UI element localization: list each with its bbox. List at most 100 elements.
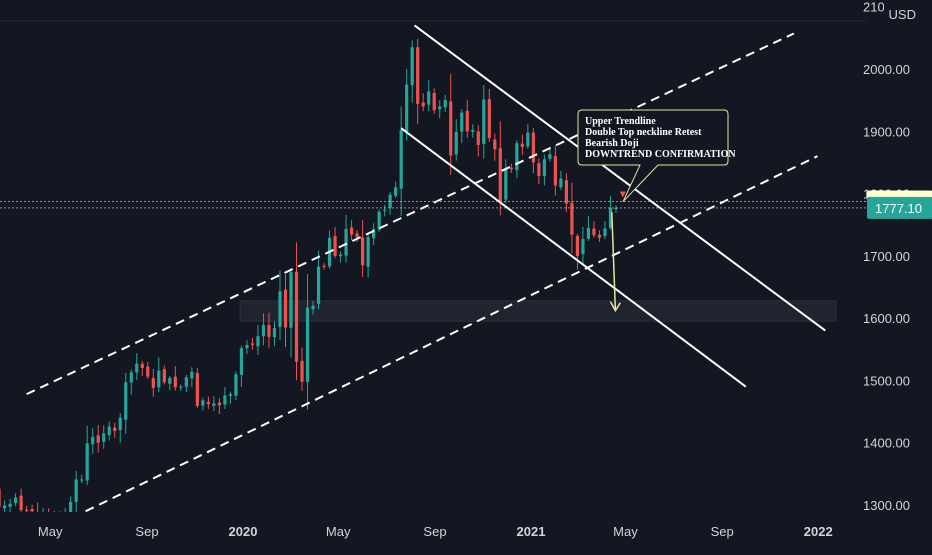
candle — [493, 133, 497, 161]
candle-body — [498, 148, 502, 202]
candle — [0, 488, 1, 507]
candle-body — [410, 47, 414, 86]
candle — [394, 181, 398, 199]
y-tick-label: 2000.00 — [863, 62, 910, 77]
candle — [438, 100, 442, 119]
candle-body — [30, 508, 34, 512]
candle-body — [333, 236, 337, 256]
candle-body — [377, 211, 381, 230]
candle — [19, 488, 23, 515]
trendlines-layer — [0, 24, 866, 513]
candle-body — [614, 207, 618, 210]
candle — [102, 425, 106, 449]
x-tick-label: May — [38, 524, 63, 539]
candle-body — [349, 227, 354, 235]
candle — [361, 220, 365, 277]
downtrend-line — [413, 24, 826, 332]
candle-body — [135, 363, 139, 373]
candle — [542, 154, 546, 186]
candle — [410, 40, 414, 103]
candle-body — [85, 443, 89, 481]
candle — [526, 124, 530, 149]
candle — [25, 505, 29, 513]
candle — [261, 313, 266, 346]
candle — [267, 312, 271, 349]
candle-body — [608, 207, 613, 228]
candle-body — [25, 509, 29, 512]
candle — [168, 375, 172, 391]
candle-body — [504, 169, 508, 200]
price-badge-label: 1777.10 — [875, 201, 922, 216]
candle-body — [438, 106, 442, 110]
candle-body — [559, 178, 563, 188]
candle-body — [184, 377, 188, 387]
candle-body — [548, 154, 552, 159]
candle — [603, 221, 607, 240]
candle-body — [223, 395, 227, 405]
price-badge — [867, 196, 932, 219]
candle — [305, 273, 310, 410]
candle — [300, 347, 304, 391]
candle — [85, 425, 89, 486]
candle-body — [443, 100, 447, 108]
candle — [91, 428, 95, 454]
candle-body — [300, 360, 304, 382]
candle — [344, 214, 348, 263]
candle-body — [195, 373, 199, 406]
candle-body — [427, 91, 431, 105]
candle-body — [454, 131, 458, 155]
candle — [140, 360, 144, 377]
candle-body — [250, 343, 255, 345]
candle — [388, 191, 392, 215]
candle-body — [520, 143, 524, 147]
candle-body — [465, 110, 469, 132]
candle — [245, 340, 249, 355]
candle — [195, 368, 199, 408]
candle-body — [603, 228, 607, 237]
x-tick-label: 2020 — [229, 524, 258, 539]
candle-body — [493, 139, 497, 150]
candle — [256, 325, 260, 356]
candle — [548, 148, 552, 162]
candle-body — [2, 505, 7, 509]
candle — [608, 196, 613, 230]
candle — [107, 421, 111, 441]
candle-body — [482, 99, 486, 145]
candle-body — [388, 194, 392, 209]
candle-body — [383, 209, 387, 211]
candle — [553, 145, 557, 196]
candle-body — [581, 239, 585, 255]
candle-body — [399, 130, 403, 189]
candle — [432, 88, 436, 114]
candle-body — [372, 229, 376, 239]
candle — [460, 108, 464, 144]
candle — [212, 396, 216, 412]
candle-body — [190, 371, 194, 379]
candle-body — [157, 370, 161, 388]
candle-body — [234, 374, 238, 396]
candle — [294, 242, 299, 381]
candle-body — [597, 234, 602, 238]
candle-body — [570, 202, 574, 235]
candle-body — [151, 377, 155, 388]
doji-marker — [619, 191, 626, 198]
support-zone — [239, 300, 837, 322]
candle-body — [256, 336, 260, 347]
candle-body — [228, 394, 233, 396]
candle — [179, 384, 183, 391]
support-zone-layer — [239, 300, 837, 322]
candle-body — [8, 503, 12, 507]
annotation-text: Bearish Doji — [585, 138, 639, 149]
candle — [570, 182, 574, 254]
candle — [487, 88, 491, 142]
downtrend-line — [400, 127, 747, 388]
x-axis-bg — [0, 512, 932, 550]
candle — [515, 140, 519, 179]
candle — [278, 270, 282, 341]
candle-body — [245, 344, 249, 349]
candle — [559, 170, 563, 191]
candle — [498, 121, 502, 216]
candle-body — [515, 143, 519, 171]
candle — [597, 230, 602, 242]
